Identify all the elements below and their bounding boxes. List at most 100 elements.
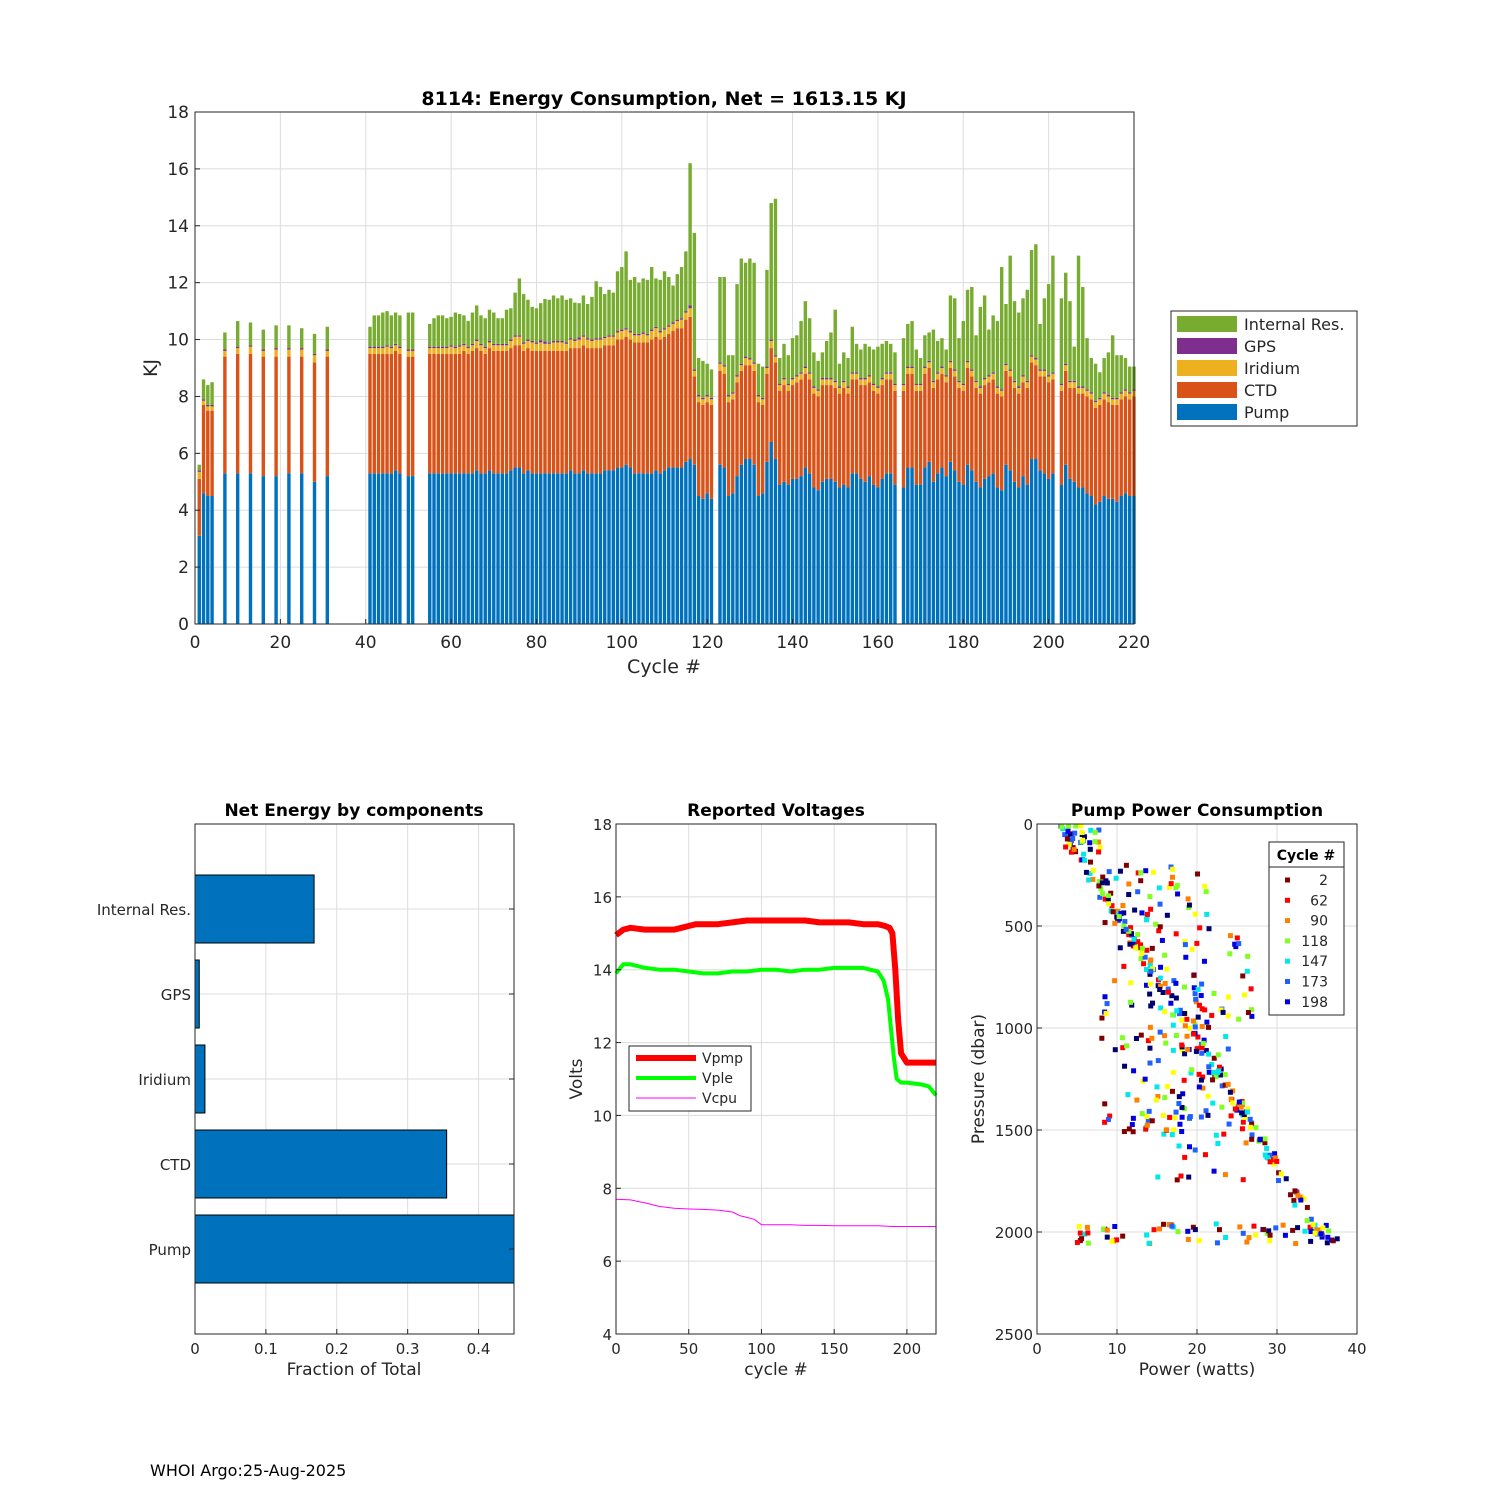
energy-bar-iridium [603,338,607,346]
pump-point [1201,1037,1207,1043]
legend-swatch-ctd [1177,382,1237,398]
energy-bar-iridium [718,363,722,371]
energy-bar-iridium [1068,382,1072,388]
energy-bar-internal-res- [573,302,577,340]
volt-ytick-label: 12 [593,1035,612,1053]
energy-bar-pump [628,467,633,624]
energy-bar-gps [376,346,381,349]
energy-bar-gps [906,366,910,368]
energy-bar-iridium [739,365,744,371]
pump-point [1104,1227,1110,1233]
energy-bar-iridium [684,312,688,320]
energy-bar-iridium [867,376,872,383]
pump-legend-marker [1285,938,1290,944]
energy-bar-pump [705,493,709,624]
energy-bar-pump [863,481,867,624]
energy-bar-pump [632,473,637,624]
pump-point [1065,828,1071,834]
energy-bar-iridium [500,345,505,351]
energy-bar-gps [701,397,705,400]
energy-bar-ctd [449,353,453,474]
energy-bar-pump [944,476,948,624]
energy-bar-ctd [500,350,505,474]
pump-point [1307,1224,1313,1230]
energy-bar-iridium [628,332,633,340]
energy-bar-iridium [611,336,615,346]
pump-point [1191,972,1197,978]
energy-bar-ctd [594,348,598,474]
pump-point [1104,1001,1110,1007]
energy-bar-pump [197,535,201,624]
pump-point [1211,1055,1217,1061]
energy-bar-gps [1102,392,1106,394]
energy-bar-pump [637,473,641,624]
energy-bar-iridium [671,323,675,332]
volt-xtick-label: 50 [679,1340,698,1358]
energy-bar-iridium [965,362,970,368]
energy-bar-pump [573,473,577,624]
pump-point [1149,945,1155,951]
energy-bar-iridium [509,340,513,349]
energy-bar-ctd [893,390,897,485]
energy-bar-iridium [790,379,795,386]
energy-bar-iridium [970,370,974,377]
energy-bar-iridium [585,339,590,349]
energy-bar-iridium [517,336,522,346]
energy-bar-ctd [927,368,931,462]
energy-bar-iridium [935,373,940,380]
energy-bar-ctd [611,345,615,471]
pump-point [1123,862,1129,868]
pump-point [1200,1074,1206,1080]
pump-point [1097,894,1103,900]
energy-bar-ctd [953,376,957,471]
pump-point [1078,823,1084,829]
energy-bar-pump [1046,478,1051,624]
energy-bar-gps [551,340,556,343]
energy-bar-iridium [1115,399,1119,405]
energy-bar-iridium [705,396,709,403]
energy-bar-gps [393,343,398,346]
energy-bar-gps [483,346,487,349]
pump-point [1179,1104,1185,1110]
energy-bar-iridium [803,368,808,374]
energy-bar-gps [748,358,752,360]
energy-bar-internal-res- [773,198,778,356]
energy-bar-ctd [274,356,278,477]
energy-bar-pump [496,473,500,624]
pump-point [1182,1023,1188,1029]
energy-bar-internal-res- [803,301,808,367]
energy-bar-ctd [201,404,206,494]
energy-bar-gps [603,336,607,339]
energy-bar-pump [803,467,808,624]
pump-point [1325,1234,1331,1240]
pump-point [1248,986,1254,992]
energy-bar-ctd [752,370,756,465]
energy-bar-pump [786,484,790,624]
energy-bar-iridium [799,373,803,380]
energy-bar-internal-res- [1123,358,1128,390]
energy-bar-ctd [961,390,965,485]
energy-bar-pump [948,461,953,624]
energy-bar-ctd [773,362,778,460]
energy-bar-internal-res- [957,338,961,381]
energy-bar-ctd [325,356,330,477]
pump-point [1232,1106,1238,1112]
energy-bar-iridium [901,385,906,391]
energy-bar-gps [410,349,415,351]
pump-point [1142,954,1148,960]
pump-point [1223,1235,1229,1241]
pump-point [1190,1018,1196,1024]
energy-bar-gps [654,326,658,329]
pump-point [1169,1132,1175,1138]
pump-point [1199,1050,1205,1056]
pump-point [1234,935,1240,941]
pump-point [1102,994,1108,1000]
energy-bar-internal-res- [970,286,974,370]
energy-bar-iridium [440,348,445,354]
energy-bar-internal-res- [658,279,662,332]
energy-bar-internal-res- [539,303,543,341]
energy-bar-gps [859,377,863,380]
pump-point [1227,933,1233,939]
energy-bar-gps [560,340,564,343]
pump-point [1262,1152,1268,1158]
